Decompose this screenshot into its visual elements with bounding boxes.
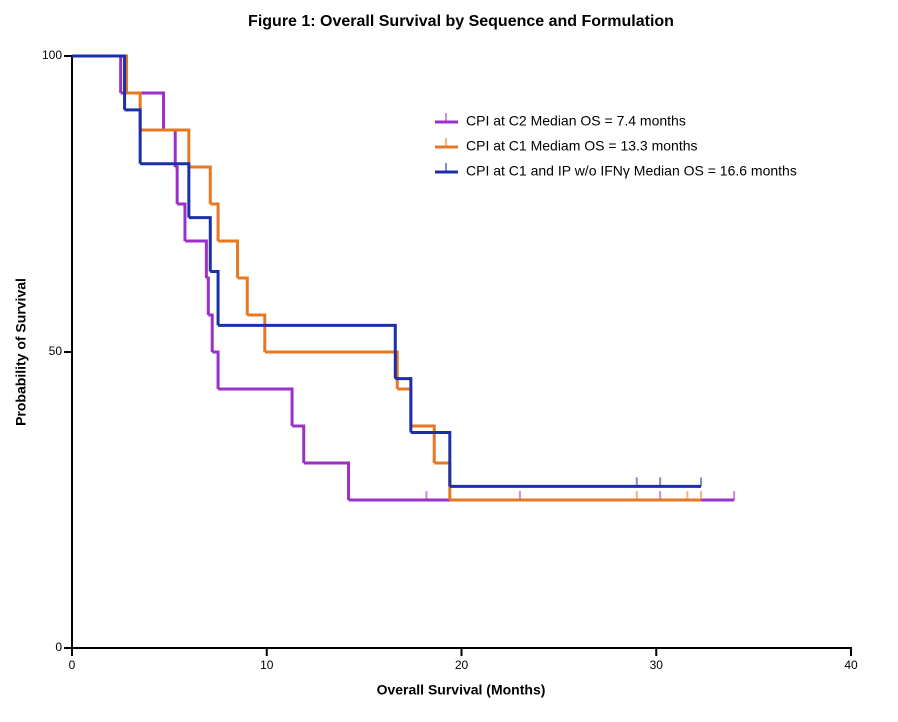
- survival-step: [292, 424, 306, 463]
- survival-step: [72, 54, 127, 110]
- x-tick-label: 40: [844, 658, 858, 672]
- legend-label: CPI at C1 and IP w/o IFNγ Median OS = 16…: [466, 163, 797, 179]
- survival-step: [188, 165, 212, 204]
- y-tick-label: 0: [55, 640, 62, 654]
- survival-step: [434, 461, 452, 500]
- survival-step: [163, 128, 177, 167]
- x-tick-label: 20: [455, 658, 469, 672]
- survival-step: [303, 461, 351, 500]
- y-axis-label: Probability of Survival: [13, 278, 29, 426]
- survival-step: [124, 108, 142, 164]
- y-tick-label: 100: [42, 48, 62, 62]
- survival-step: [397, 387, 413, 426]
- survival-step: [120, 91, 166, 130]
- survival-step: [177, 202, 187, 241]
- survival-step: [218, 323, 397, 379]
- survival-step: [188, 216, 212, 272]
- legend-label: CPI at C2 Median OS = 7.4 months: [466, 113, 686, 129]
- survival-step: [210, 202, 220, 241]
- survival-step: [175, 165, 179, 204]
- legend-label: CPI at C1 Mediam OS = 13.3 months: [466, 138, 698, 154]
- survival-step: [212, 350, 220, 389]
- survival-step: [264, 350, 399, 389]
- survival-step: [126, 91, 142, 130]
- survival-step: [184, 239, 208, 278]
- x-axis-label: Overall Survival (Months): [377, 682, 546, 698]
- survival-step: [218, 387, 294, 426]
- survival-step: [140, 162, 191, 218]
- survival-step: [210, 269, 220, 326]
- survival-step: [410, 424, 436, 463]
- survival-step: [395, 377, 413, 433]
- survival-step: [206, 276, 210, 315]
- survival-step: [237, 276, 249, 315]
- chart-title: Figure 1: Overall Survival by Sequence a…: [248, 13, 674, 30]
- y-tick-label: 50: [49, 344, 63, 358]
- survival-step: [410, 431, 452, 487]
- x-tick-label: 10: [260, 658, 274, 672]
- survival-step: [72, 54, 129, 93]
- survival-step: [218, 239, 240, 278]
- survival-step: [208, 313, 214, 352]
- x-tick-label: 0: [69, 658, 76, 672]
- survival-step: [247, 313, 267, 352]
- x-tick-label: 30: [650, 658, 664, 672]
- survival-step: [140, 128, 191, 167]
- survival-step: [72, 54, 123, 93]
